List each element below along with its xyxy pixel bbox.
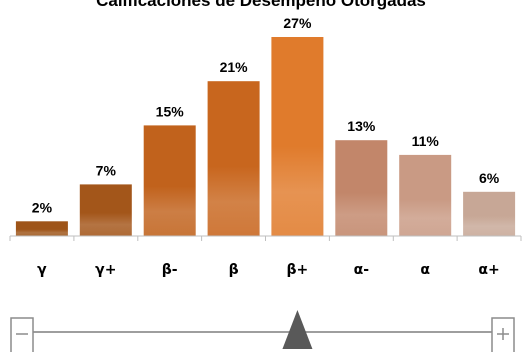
bars-layer: 2% 7% 15% 21% 27% 13% 11% 6% — [15, 15, 516, 236]
category-labels: γ γ+ β-β β+ α-α α+ — [37, 262, 500, 278]
data-label-1: 2% — [32, 199, 53, 215]
bar-6 — [335, 140, 388, 236]
data-label-3: 15% — [156, 103, 185, 119]
x-tick-label-2: γ+ — [95, 262, 116, 278]
chart-title: Calificaciones de Desempeño Otorgadas — [96, 0, 426, 10]
data-label-8: 6% — [479, 170, 500, 186]
data-label-4: 21% — [220, 59, 249, 75]
data-label-2: 7% — [96, 162, 117, 178]
x-tick-label-6: α- — [354, 262, 370, 278]
rating-slider[interactable] — [10, 310, 515, 352]
x-axis-ticks — [9, 236, 522, 241]
x-tick-label-1: γ — [37, 262, 47, 278]
bar-7 — [399, 154, 452, 236]
bar-4 — [207, 81, 260, 236]
slider-plus-button[interactable] — [491, 317, 515, 352]
bar-3 — [143, 125, 196, 236]
x-tick-label-4: β — [229, 262, 239, 278]
data-label-5: 27% — [283, 15, 312, 31]
bar-1 — [15, 221, 68, 236]
slider-minus-button[interactable] — [10, 317, 34, 352]
x-tick-label-7: α — [420, 262, 430, 278]
x-tick-label-8: α+ — [478, 262, 499, 278]
bar-5 — [271, 37, 324, 236]
slider-thumb[interactable] — [282, 310, 313, 349]
x-tick-label-5: β+ — [287, 262, 309, 278]
bar-2 — [79, 184, 132, 236]
x-tick-label-3: β- — [162, 262, 178, 278]
data-label-6: 13% — [347, 118, 376, 134]
data-label-7: 11% — [412, 133, 440, 149]
bar-8 — [463, 191, 516, 236]
